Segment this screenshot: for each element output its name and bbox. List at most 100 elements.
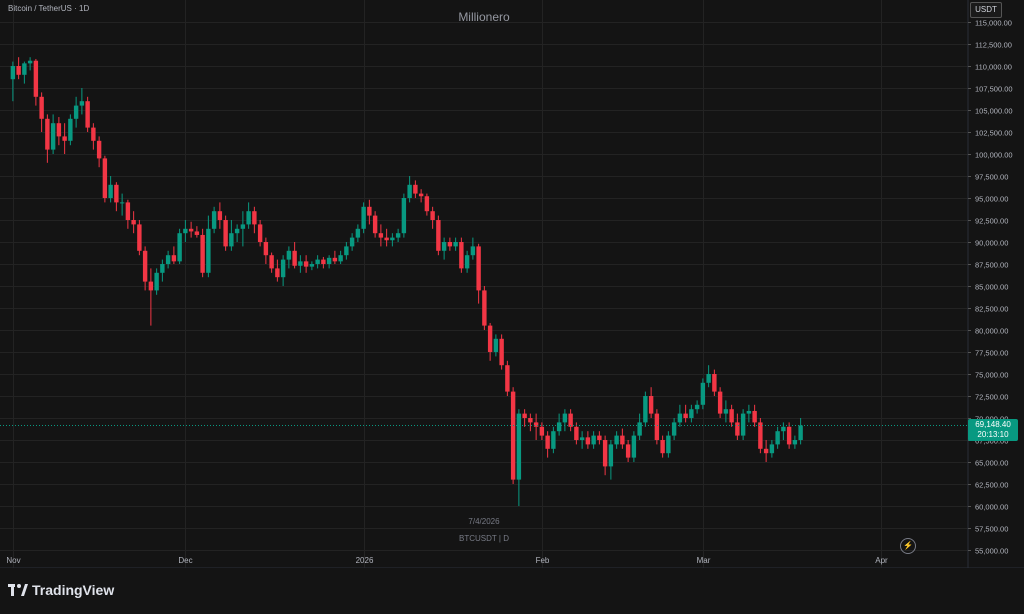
candle-body	[608, 444, 614, 467]
candle-body	[16, 66, 21, 75]
candle	[200, 228, 205, 278]
candle-body	[286, 250, 292, 260]
time-tick-label: Dec	[178, 556, 192, 565]
price-tick-label: 72,500.00	[975, 393, 1008, 402]
candle	[453, 237, 458, 251]
candle-body	[292, 250, 297, 266]
candle	[361, 202, 366, 234]
candle	[752, 404, 757, 427]
candle	[229, 220, 234, 251]
candle-body	[671, 422, 677, 436]
candle	[476, 243, 481, 304]
candle	[706, 365, 711, 388]
candle-body	[298, 261, 303, 266]
candle-body	[367, 206, 372, 216]
candle-body	[165, 255, 171, 264]
candle-body	[309, 264, 315, 267]
symbol-title[interactable]: Bitcoin / TetherUS · 1D	[8, 4, 90, 13]
price-tick-label: 105,000.00	[975, 107, 1013, 116]
candle	[666, 431, 671, 458]
candle-body	[33, 60, 39, 97]
candle	[73, 96, 79, 128]
candle	[792, 435, 798, 449]
candle-body	[723, 409, 729, 414]
candle-body	[539, 426, 545, 436]
price-tick-label: 110,000.00	[975, 63, 1012, 72]
candle-body	[694, 404, 700, 410]
candle	[332, 250, 338, 264]
currency-button[interactable]: USDT	[970, 2, 1002, 18]
candle	[608, 440, 614, 480]
candle	[206, 215, 211, 278]
price-tick-label: 112,500.00	[975, 41, 1012, 50]
candle-body	[763, 448, 769, 454]
candle-body	[246, 211, 251, 225]
candle	[79, 88, 85, 115]
candle-body	[27, 60, 33, 64]
candle	[493, 334, 499, 357]
candle	[62, 123, 67, 154]
candle-body	[533, 422, 539, 427]
candle-body	[510, 391, 516, 480]
candle	[585, 431, 591, 449]
candle	[326, 255, 332, 269]
candle-body	[62, 136, 67, 141]
candle-body	[194, 231, 200, 235]
candle	[401, 193, 407, 238]
candle-body	[280, 259, 286, 278]
candle	[694, 400, 700, 414]
candle-body	[476, 246, 481, 291]
candle	[85, 96, 90, 132]
price-tick-label: 80,000.00	[975, 327, 1008, 336]
candle-body	[585, 437, 591, 445]
candle	[717, 387, 723, 418]
time-axis[interactable]: Nov Dec 2026 Feb Mar Apr	[0, 556, 1024, 569]
candle	[137, 220, 142, 256]
price-tick-label: 102,500.00	[975, 129, 1013, 138]
candle-body	[263, 242, 269, 256]
price-tick-label: 85,000.00	[975, 283, 1008, 292]
candle	[447, 237, 453, 251]
candle	[91, 123, 96, 150]
candle-body	[712, 374, 717, 392]
candle-body	[666, 435, 671, 454]
candle-body	[211, 211, 217, 229]
candle-body	[643, 396, 648, 423]
candle-body	[528, 418, 533, 423]
candle	[700, 378, 706, 410]
candle	[114, 182, 119, 212]
candle-body	[752, 410, 757, 423]
candle-body	[579, 437, 585, 440]
candle-body	[505, 365, 510, 392]
candles	[10, 57, 803, 506]
candle-body	[349, 237, 355, 247]
candle-body	[660, 440, 665, 454]
candle	[729, 404, 734, 427]
price-tick-label: 65,000.00	[975, 459, 1008, 468]
candle-body	[459, 242, 464, 269]
candle	[338, 250, 343, 264]
candle-body	[631, 435, 637, 458]
candle	[303, 255, 309, 273]
time-tick-label: 2026	[356, 556, 374, 565]
price-axis[interactable]: 115,000.00 112,500.00 110,000.00 107,500.00…	[967, 0, 1013, 568]
candle	[194, 226, 200, 238]
candle-body	[50, 123, 56, 150]
candle-body	[418, 193, 424, 197]
candle	[798, 418, 803, 445]
candle-body	[769, 444, 775, 454]
candle-body	[257, 224, 263, 242]
candle-body	[102, 158, 108, 198]
price-tick-label: 57,500.00	[975, 525, 1008, 534]
candle	[528, 413, 533, 432]
candle-body	[735, 422, 740, 436]
candle	[746, 404, 752, 423]
candle	[257, 220, 263, 247]
lightning-icon[interactable]: ⚡	[900, 538, 916, 554]
watermark: Millionero	[458, 10, 510, 24]
candle-body	[401, 198, 407, 234]
candle-body	[96, 140, 102, 159]
candle-body	[487, 325, 493, 352]
